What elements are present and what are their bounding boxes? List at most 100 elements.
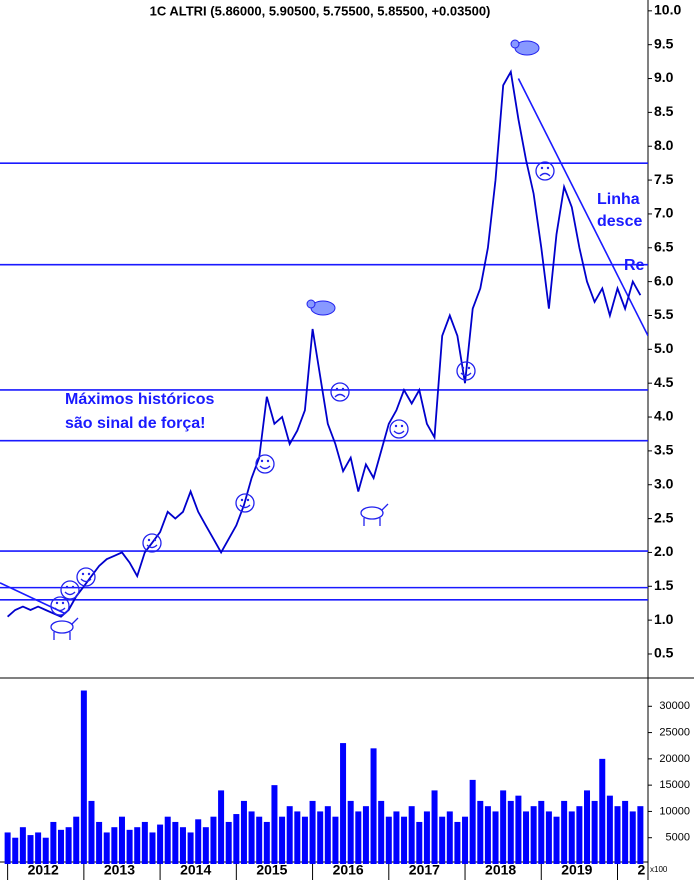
- volume-bar: [263, 821, 270, 864]
- volume-bar: [507, 800, 514, 864]
- volume-bar: [416, 821, 423, 864]
- volume-bar: [477, 800, 484, 864]
- volume-bar: [332, 816, 339, 864]
- volume-bar: [523, 811, 530, 864]
- volume-bar: [157, 824, 164, 864]
- x-tick-label: 2019: [561, 862, 592, 878]
- volume-bar: [73, 816, 80, 864]
- volume-bar: [65, 827, 72, 864]
- volume-tick-label: 30000: [659, 700, 690, 712]
- volume-bar: [469, 779, 476, 864]
- volume-bar: [637, 806, 644, 864]
- y-tick-label: 6.5: [654, 238, 674, 254]
- y-tick-label: 3.5: [654, 442, 674, 458]
- volume-bar: [568, 811, 575, 864]
- volume-bar: [202, 827, 209, 864]
- volume-bar: [210, 816, 217, 864]
- volume-bar: [164, 816, 171, 864]
- volume-tick-label: 20000: [659, 753, 690, 765]
- volume-bar: [294, 811, 301, 864]
- volume-bar: [240, 800, 247, 864]
- x-tick-label: 2015: [256, 862, 287, 878]
- x-tick-label: 2013: [104, 862, 135, 878]
- volume-bar: [545, 811, 552, 864]
- annotation: desce: [597, 213, 642, 230]
- volume-bar: [362, 806, 369, 864]
- x-tick-label: 2: [638, 862, 646, 878]
- volume-bar: [111, 827, 118, 864]
- volume-bar: [134, 827, 141, 864]
- smiley: [50, 596, 70, 616]
- volume-bar: [225, 821, 232, 864]
- x-tick-label: 2012: [28, 862, 59, 878]
- smiley: [142, 533, 162, 553]
- volume-bar: [4, 832, 11, 864]
- volume-bar: [218, 790, 225, 864]
- volume-bar: [561, 800, 568, 864]
- y-tick-label: 4.0: [654, 408, 674, 424]
- y-tick-label: 2.5: [654, 509, 674, 525]
- volume-bar: [492, 811, 499, 864]
- y-tick-label: 4.5: [654, 374, 674, 390]
- volume-bar: [614, 806, 621, 864]
- smiley: [456, 361, 476, 381]
- volume-bar: [324, 806, 331, 864]
- icons: [50, 39, 555, 640]
- trendline: [0, 582, 66, 615]
- volume-bar: [256, 816, 263, 864]
- volume-bar: [271, 785, 278, 864]
- volume-bar: [439, 816, 446, 864]
- volume-bar: [88, 800, 95, 864]
- volume-bar: [553, 816, 560, 864]
- bear-icon: [306, 299, 336, 316]
- volume-bar: [378, 800, 385, 864]
- volume-bar: [317, 811, 324, 864]
- volume-bar: [462, 816, 469, 864]
- volume-unit: x100: [650, 865, 668, 874]
- smiley: [389, 419, 409, 439]
- annotation: são sinal de força!: [65, 415, 206, 432]
- volume-bar: [355, 811, 362, 864]
- volume-bar: [12, 837, 19, 864]
- volume-tick-label: 25000: [659, 726, 690, 738]
- volume-bar: [279, 816, 286, 864]
- volume-bar: [309, 800, 316, 864]
- y-tick-label: 9.5: [654, 35, 674, 51]
- frown: [535, 161, 555, 181]
- smiley: [60, 580, 80, 600]
- volume-bar: [340, 743, 347, 864]
- smiley: [255, 454, 275, 474]
- volume-bar: [591, 800, 598, 864]
- volume-bar: [606, 795, 613, 864]
- annotation: Máximos históricos: [65, 391, 214, 408]
- volume-bar: [172, 821, 179, 864]
- x-tick-label: 2017: [409, 862, 440, 878]
- volume-bar: [538, 800, 545, 864]
- volume-bar: [385, 816, 392, 864]
- volume-bar: [27, 835, 34, 864]
- volume-bar: [57, 829, 64, 864]
- y-tick-label: 6.0: [654, 272, 674, 288]
- volume-bar: [141, 821, 148, 864]
- y-tick-label: 8.5: [654, 103, 674, 119]
- volume-bar: [179, 827, 186, 864]
- y-tick-label: 7.5: [654, 171, 674, 187]
- volume-bar: [431, 790, 438, 864]
- annotation: Re: [624, 257, 645, 274]
- bear-icon: [510, 39, 540, 56]
- volume-bar: [500, 790, 507, 864]
- plot-area: 2012 2013 2014 2015 2016 2017 2018 2019 2 Máximos…: [0, 69, 648, 880]
- volume-bar: [599, 758, 606, 864]
- volume-bar: [103, 832, 110, 864]
- volume-bar: [584, 790, 591, 864]
- volume-bar: [195, 819, 202, 864]
- y-tick-label: 5.5: [654, 306, 674, 322]
- volume-bar: [347, 800, 354, 864]
- volume-bar: [35, 832, 42, 864]
- y-tick-label: 8.0: [654, 137, 674, 153]
- volume-bar: [408, 806, 415, 864]
- volume-bar: [301, 816, 308, 864]
- volume-bar: [96, 821, 103, 864]
- x-tick-label: 2014: [180, 862, 211, 878]
